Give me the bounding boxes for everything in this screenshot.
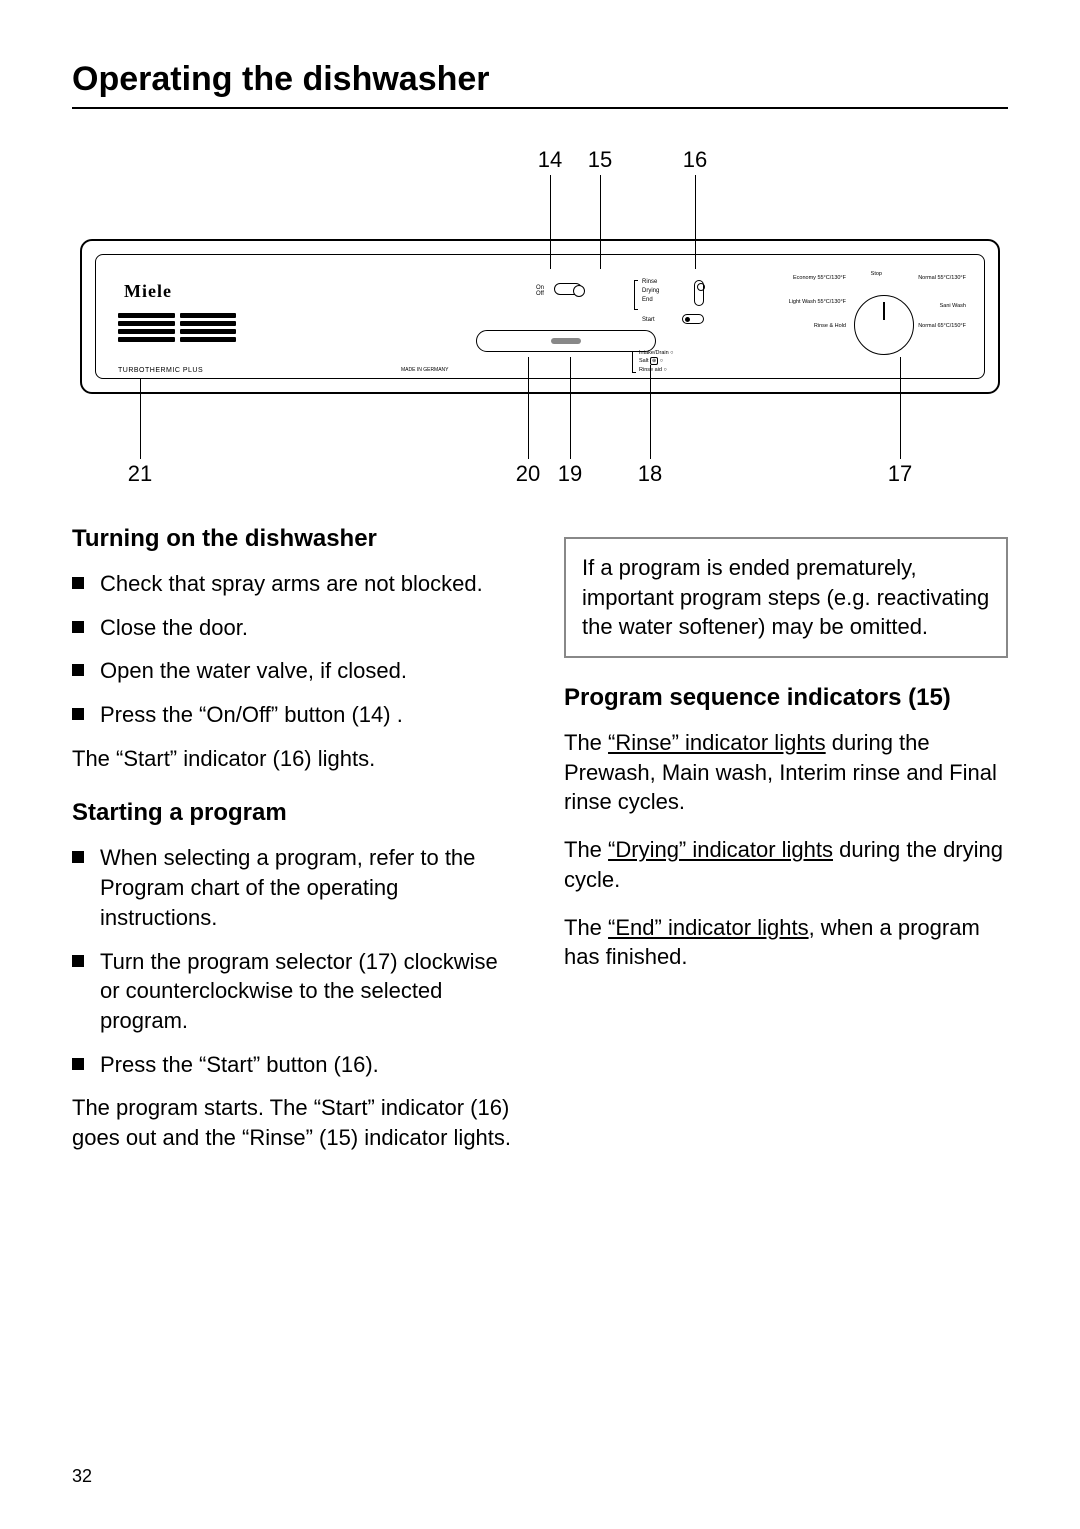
step: When selecting a program, refer to the P… xyxy=(72,843,516,932)
callout-20: 20 xyxy=(516,461,540,487)
program-selector-dial xyxy=(854,295,914,355)
callout-21: 21 xyxy=(128,461,152,487)
callout-17: 17 xyxy=(888,461,912,487)
onoff-label: On Off xyxy=(536,285,544,297)
step: Turn the program selector (17) clockwise… xyxy=(72,947,516,1036)
heading-program-sequence: Program sequence indicators (15) xyxy=(564,684,1008,712)
step: Press the “Start” button (16). xyxy=(72,1050,516,1080)
right-column: If a program is ended prematurely, impor… xyxy=(564,517,1008,1171)
callout-18: 18 xyxy=(638,461,662,487)
control-panel-diagram: 14 15 16 Miele TURBOTHERMIC PLUS MADE IN… xyxy=(80,147,1000,487)
program-starts-note: The program starts. The “Start” indicato… xyxy=(72,1093,516,1152)
turning-on-steps: Check that spray arms are not blocked. C… xyxy=(72,569,516,730)
dial-normal-bot: Normal 65°C/150°F xyxy=(918,323,966,329)
heading-starting-program: Starting a program xyxy=(72,799,516,827)
door-handle-slot xyxy=(476,330,656,352)
start-button-graphic xyxy=(694,280,704,306)
step: Press the “On/Off” button (14) . xyxy=(72,700,516,730)
step: Close the door. xyxy=(72,613,516,643)
dial-sani: Sani Wash xyxy=(940,303,966,309)
start-indicator-note: The “Start” indicator (16) lights. xyxy=(72,744,516,774)
dial-light: Light Wash 55°C/130°F xyxy=(789,299,846,305)
left-column: Turning on the dishwasher Check that spr… xyxy=(72,517,516,1171)
vent-slots xyxy=(118,313,236,345)
callout-16: 16 xyxy=(683,147,707,173)
turbothermic-label: TURBOTHERMIC PLUS xyxy=(118,367,203,374)
brand-logo: Miele xyxy=(124,281,172,302)
end-indicator-para: The “End” indicator lights, when a progr… xyxy=(564,913,1008,972)
panel-outer: Miele TURBOTHERMIC PLUS MADE IN GERMANY … xyxy=(80,239,1000,394)
status-labels: Intake/Drain ○ Salt ⊕ ○ Rinse aid ○ xyxy=(639,349,674,374)
rinse-indicator-para: The “Rinse” indicator lights during the … xyxy=(564,728,1008,817)
heading-turning-on: Turning on the dishwasher xyxy=(72,525,516,553)
starting-program-steps: When selecting a program, refer to the P… xyxy=(72,843,516,1079)
start-oval xyxy=(682,314,704,324)
onoff-button xyxy=(554,283,582,295)
callout-15: 15 xyxy=(588,147,612,173)
step: Open the water valve, if closed. xyxy=(72,656,516,686)
page-title: Operating the dishwasher xyxy=(72,60,1008,109)
callout-14: 14 xyxy=(538,147,562,173)
dial-economy: Economy 55°C/130°F xyxy=(793,275,846,281)
step: Check that spray arms are not blocked. xyxy=(72,569,516,599)
made-in-label: MADE IN GERMANY xyxy=(401,367,449,373)
start-label: Start xyxy=(642,317,655,323)
warning-note-box: If a program is ended prematurely, impor… xyxy=(564,537,1008,658)
dial-stop: Stop xyxy=(871,271,882,277)
callout-19: 19 xyxy=(558,461,582,487)
panel-inner: Miele TURBOTHERMIC PLUS MADE IN GERMANY … xyxy=(95,254,985,379)
page-number: 32 xyxy=(72,1466,92,1487)
dial-normal-top: Normal 55°C/130°F xyxy=(918,275,966,281)
sequence-labels: Rinse Drying End xyxy=(642,278,659,305)
drying-indicator-para: The “Drying” indicator lights during the… xyxy=(564,835,1008,894)
dial-rinsehold: Rinse & Hold xyxy=(814,323,846,329)
